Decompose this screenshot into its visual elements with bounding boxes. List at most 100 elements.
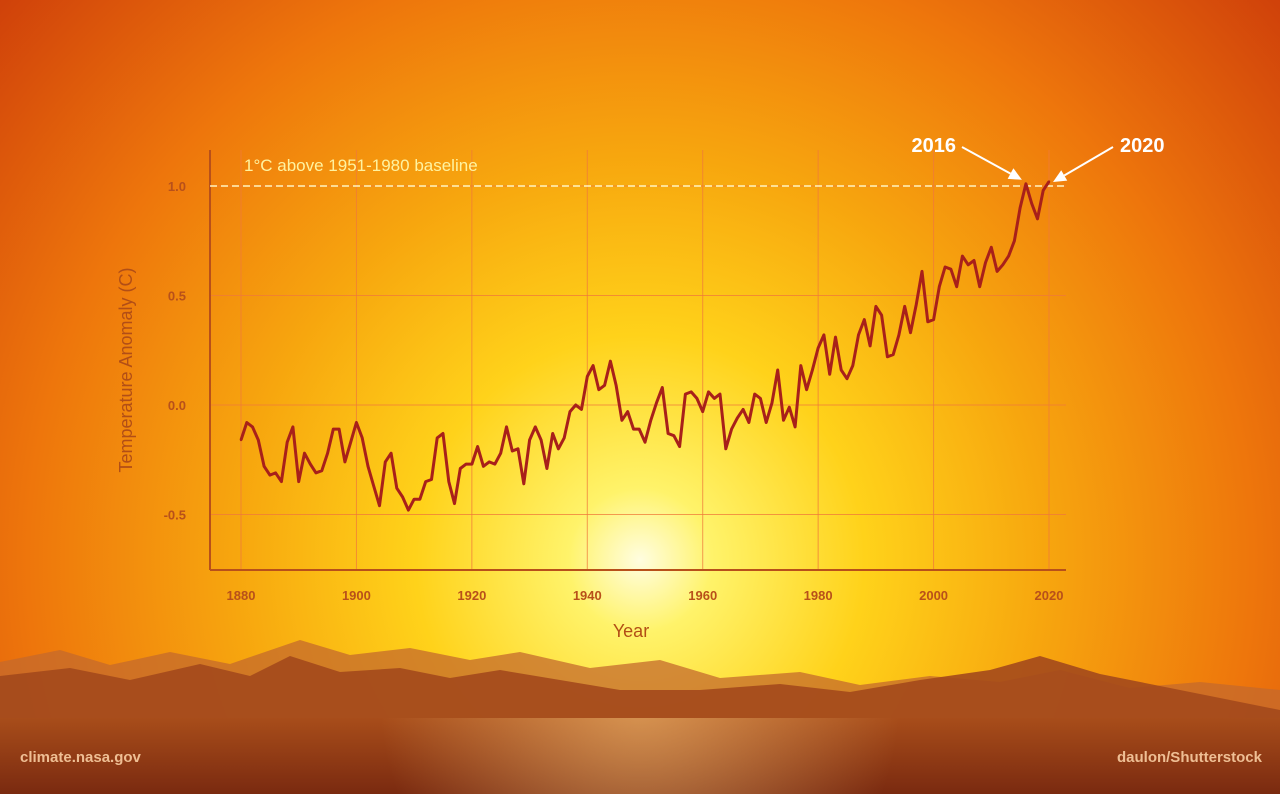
data-point <box>661 386 664 389</box>
x-tick-label: 1980 <box>804 588 833 603</box>
annotation-2020-arrow <box>1053 146 1114 182</box>
data-point <box>776 368 779 372</box>
data-point <box>741 408 745 411</box>
data-point <box>337 427 341 431</box>
data-point <box>245 421 248 424</box>
data-point <box>805 388 808 391</box>
data-point <box>441 432 445 435</box>
y-tick-label: 0.5 <box>168 289 186 304</box>
x-tick-label: 1880 <box>227 588 256 603</box>
data-point <box>915 303 918 306</box>
data-point <box>539 438 543 442</box>
data-point <box>903 305 906 308</box>
data-point <box>701 410 704 413</box>
data-point <box>695 397 699 400</box>
data-point <box>880 314 883 317</box>
data-point <box>285 441 289 444</box>
data-point <box>857 333 860 337</box>
data-point <box>943 265 947 269</box>
data-point <box>418 497 422 501</box>
data-point <box>932 318 935 321</box>
data-point <box>574 403 577 407</box>
data-point <box>522 482 525 486</box>
data-point <box>389 451 393 455</box>
data-point <box>372 484 375 488</box>
data-point <box>961 254 964 258</box>
data-point <box>949 268 953 271</box>
data-point <box>395 487 399 490</box>
data-point <box>424 480 427 483</box>
data-point <box>407 508 410 512</box>
data-point <box>713 397 716 400</box>
data-point <box>678 445 681 448</box>
data-point <box>355 421 358 424</box>
data-point <box>655 401 658 405</box>
data-point <box>563 436 566 440</box>
data-point <box>643 441 647 444</box>
data-point <box>361 436 364 440</box>
data-point <box>326 451 329 455</box>
series-line <box>239 180 1051 512</box>
data-point <box>459 467 462 470</box>
data-point <box>436 436 439 440</box>
data-point <box>332 427 335 431</box>
data-point <box>591 364 595 367</box>
data-point <box>649 419 652 422</box>
data-point <box>770 401 774 405</box>
data-point <box>580 408 583 411</box>
data-point <box>759 397 762 400</box>
data-point <box>978 285 981 288</box>
data-point <box>782 419 785 422</box>
y-tick-label: 0.0 <box>168 398 186 413</box>
data-point <box>239 438 243 442</box>
data-point <box>291 425 295 429</box>
data-point <box>464 462 468 466</box>
data-point <box>262 465 266 468</box>
x-tick-label: 2020 <box>1035 588 1064 603</box>
data-point <box>828 373 831 376</box>
data-point <box>614 384 618 387</box>
data-point <box>736 416 739 420</box>
data-point <box>874 305 878 308</box>
data-point <box>868 344 872 348</box>
data-point <box>1013 239 1016 242</box>
data-point <box>453 502 456 505</box>
data-point <box>482 465 485 468</box>
data-point <box>343 460 347 464</box>
data-point <box>280 480 283 483</box>
data-point <box>984 261 987 264</box>
x-tick-label: 1960 <box>688 588 717 603</box>
annotation-2016-arrow <box>961 146 1022 180</box>
data-point <box>1036 217 1039 221</box>
source-credit: climate.nasa.gov <box>20 749 141 766</box>
data-point <box>891 353 895 356</box>
data-point <box>811 368 814 372</box>
y-tick-label: -0.5 <box>164 508 186 523</box>
data-point <box>505 425 508 429</box>
x-tick-label: 2000 <box>919 588 948 603</box>
data-point <box>1001 263 1005 267</box>
data-point <box>551 432 554 435</box>
annotation-2016-label: 2016 <box>912 135 957 157</box>
data-point <box>470 462 474 466</box>
data-point <box>430 478 433 481</box>
y-tick-label: 1.0 <box>168 179 186 194</box>
data-point <box>303 451 306 455</box>
data-point <box>1024 182 1028 186</box>
data-point <box>632 427 635 431</box>
data-point <box>609 360 612 363</box>
data-point <box>511 449 514 453</box>
data-point <box>909 331 912 334</box>
data-point <box>724 447 727 450</box>
data-point <box>626 410 629 413</box>
data-point <box>955 285 958 288</box>
data-point <box>672 434 676 437</box>
annotation-2020-label: 2020 <box>1120 135 1165 157</box>
data-point <box>1007 254 1010 258</box>
data-point <box>251 425 254 429</box>
data-point <box>799 364 803 367</box>
tick-labels: 1880 1900 1920 1940 1960 1980 2000 2020 -0.5 0.0 0… <box>164 179 1064 603</box>
data-point <box>274 471 277 475</box>
data-point <box>995 270 999 273</box>
